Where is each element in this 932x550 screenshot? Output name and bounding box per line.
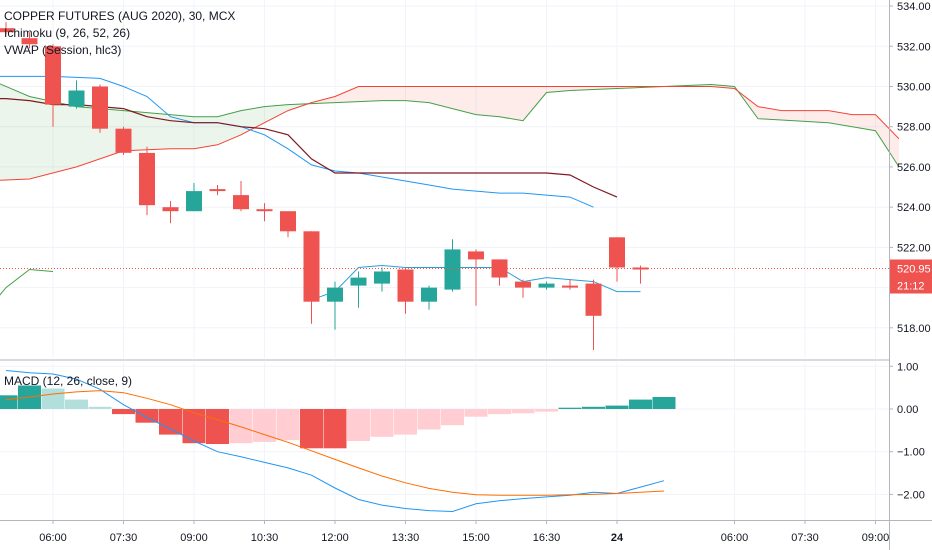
macd-histogram-bar xyxy=(370,409,394,437)
ichimoku-lagging-span xyxy=(0,268,54,296)
time-axis-label: 06:00 xyxy=(39,532,67,544)
candle[interactable] xyxy=(186,191,202,212)
macd-histogram-bar xyxy=(300,409,323,449)
macd-histogram-bar xyxy=(323,409,347,449)
candle[interactable] xyxy=(491,259,508,278)
macd-line xyxy=(5,370,665,513)
time-axis-label: 07:30 xyxy=(791,532,819,544)
macd-histogram-bar xyxy=(229,409,253,444)
macd-histogram-bar xyxy=(88,406,112,409)
candle[interactable] xyxy=(256,209,273,212)
time-axis-label: 12:00 xyxy=(321,532,349,544)
last-price-label: 520.95 xyxy=(897,264,931,276)
ichimoku-span-a-line xyxy=(0,83,900,168)
price-axis-label: 534.00 xyxy=(897,1,931,13)
macd-histogram-bar xyxy=(488,409,511,415)
price-axis-label: 528.00 xyxy=(897,122,931,134)
macd-histogram-bar xyxy=(582,406,605,409)
candle[interactable] xyxy=(585,283,602,316)
candle[interactable] xyxy=(68,90,85,107)
candle[interactable] xyxy=(115,128,132,153)
macd-histogram-bar xyxy=(417,409,441,430)
macd-legend[interactable]: MACD (12, 26, close, 9) xyxy=(4,374,133,388)
macd-histogram-bar xyxy=(394,409,417,435)
candle[interactable] xyxy=(0,28,14,33)
macd-histogram-bar xyxy=(276,409,300,441)
macd-axis-label: −1.00 xyxy=(897,447,925,459)
time-axis-label: 15:00 xyxy=(462,532,490,544)
ichimoku-cloud xyxy=(740,93,899,167)
candle[interactable] xyxy=(632,267,649,270)
time-axis-label: 06:00 xyxy=(721,532,749,544)
price-axis-label: 524.00 xyxy=(897,202,931,214)
macd-histogram-bar xyxy=(253,409,276,442)
candle[interactable] xyxy=(233,195,249,210)
ichimoku-cloud xyxy=(311,86,659,121)
price-axis-label: 530.00 xyxy=(897,81,931,93)
chart-title: COPPER FUTURES (AUG 2020), 30, MCX xyxy=(4,9,236,23)
macd-histogram-bar xyxy=(159,409,182,435)
candle[interactable] xyxy=(350,277,367,286)
ichimoku-base-line xyxy=(0,98,618,198)
macd-histogram-bar xyxy=(182,409,206,444)
macd-axis-label: 0.00 xyxy=(897,404,918,416)
candle[interactable] xyxy=(515,281,531,288)
macd-histogram-bar xyxy=(65,399,88,409)
macd-histogram-bar xyxy=(41,388,65,409)
candle[interactable] xyxy=(327,287,343,302)
candle[interactable] xyxy=(538,283,555,288)
macd-axis-label: 1.00 xyxy=(897,361,918,373)
price-axis-label: 532.00 xyxy=(897,41,931,53)
time-axis-label: 07:30 xyxy=(110,532,138,544)
countdown-label: 21:12 xyxy=(897,281,925,293)
time-axis-label: 09:00 xyxy=(180,532,208,544)
candle[interactable] xyxy=(397,269,414,302)
candle[interactable] xyxy=(21,38,38,45)
candle[interactable] xyxy=(280,211,296,232)
time-axis-label: 09:00 xyxy=(862,532,890,544)
countdown-badge xyxy=(890,276,932,294)
time-axis-label: 24 xyxy=(611,532,624,544)
candle[interactable] xyxy=(139,152,155,206)
ichimoku-legend[interactable]: Ichimoku (9, 26, 52, 26) xyxy=(4,26,131,40)
macd-histogram-bar xyxy=(206,409,229,444)
macd-histogram-bar xyxy=(605,405,629,409)
candle[interactable] xyxy=(303,231,320,302)
candle[interactable] xyxy=(209,189,226,192)
time-axis-label: 10:30 xyxy=(251,532,279,544)
macd-signal-line xyxy=(5,390,665,496)
candle[interactable] xyxy=(374,271,390,284)
macd-axis-label: −2.00 xyxy=(897,489,925,501)
macd-histogram-bar xyxy=(652,397,676,409)
macd-histogram-bar xyxy=(441,409,464,426)
candle[interactable] xyxy=(468,251,484,260)
candle[interactable] xyxy=(421,287,437,302)
candle[interactable] xyxy=(92,86,108,129)
macd-histogram-bar xyxy=(112,409,135,415)
macd-histogram-bar xyxy=(464,409,488,417)
candle[interactable] xyxy=(45,46,61,105)
candle[interactable] xyxy=(444,249,461,290)
time-axis-label: 16:30 xyxy=(533,532,561,544)
price-axis-label: 526.00 xyxy=(897,162,931,174)
macd-histogram-bar xyxy=(347,409,370,441)
macd-histogram-bar xyxy=(0,395,18,409)
candle[interactable] xyxy=(562,285,578,288)
macd-histogram-bar xyxy=(535,409,558,412)
time-axis-label: 13:30 xyxy=(392,532,420,544)
last-price-badge xyxy=(890,259,932,277)
candle[interactable] xyxy=(162,207,179,212)
price-axis-label: 522.00 xyxy=(897,242,931,254)
ichimoku-conversion-line xyxy=(0,75,594,208)
macd-histogram-bar xyxy=(511,409,535,414)
macd-histogram-bar xyxy=(629,399,652,409)
macd-histogram-bar xyxy=(135,409,159,423)
macd-histogram-bar xyxy=(558,407,582,409)
vwap-legend[interactable]: VWAP (Session, hlc3) xyxy=(4,43,122,57)
ichimoku-span-b-line xyxy=(0,86,900,181)
price-axis-label: 518.00 xyxy=(897,323,931,335)
candle[interactable] xyxy=(609,237,625,268)
